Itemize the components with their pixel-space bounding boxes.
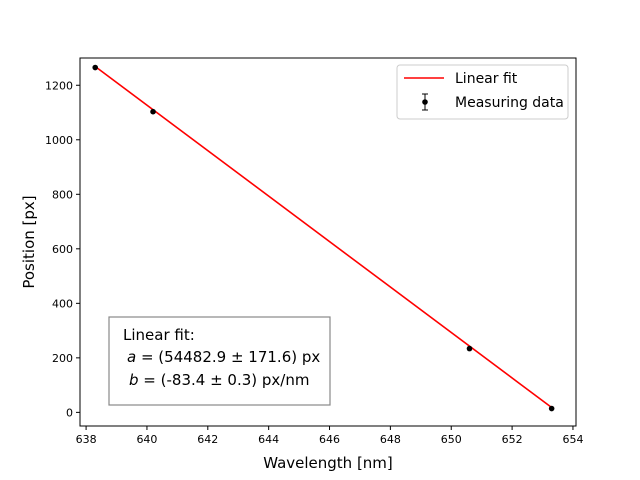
annotation-line-a: a = (54482.9 ± 171.6) px [127, 348, 320, 366]
fit-annotation: Linear fit: a = (54482.9 ± 171.6) px b =… [108, 316, 331, 406]
axes-frame [79, 57, 577, 427]
annotation-value-b: = (-83.4 ± 0.3) px/nm [139, 371, 310, 389]
annotation-value-a: = (54482.9 ± 171.6) px [136, 348, 320, 366]
x-axis-label: Wavelength [nm] [263, 454, 393, 472]
legend-label-linear-fit: Linear fit [455, 71, 518, 87]
y-tick-label: 200 [52, 352, 73, 365]
x-tick-label: 654 [562, 433, 583, 446]
y-tick-label: 1000 [45, 134, 73, 147]
legend-marker-swatch [422, 99, 428, 105]
x-axis: 638 640 642 644 646 648 650 652 654 [76, 426, 583, 446]
x-tick-label: 652 [502, 433, 523, 446]
data-point [466, 345, 473, 352]
x-tick-label: 648 [380, 433, 401, 446]
x-tick-label: 650 [441, 433, 462, 446]
x-tick-label: 638 [76, 433, 97, 446]
y-tick-label: 400 [52, 297, 73, 310]
annotation-line-b: b = (-83.4 ± 0.3) px/nm [129, 371, 309, 389]
data-point [548, 405, 555, 412]
y-tick-label: 600 [52, 243, 73, 256]
x-tick-label: 644 [258, 433, 279, 446]
y-tick-label: 1200 [45, 79, 73, 92]
y-axis-label: Position [px] [20, 195, 38, 288]
x-tick-label: 646 [319, 433, 340, 446]
annotation-title: Linear fit: [123, 326, 195, 344]
data-point [92, 64, 99, 71]
linear-fit-line [94, 65, 553, 409]
x-tick-label: 642 [197, 433, 218, 446]
y-tick-label: 0 [66, 406, 73, 419]
data-point [150, 108, 156, 115]
annotation-var-a: a [127, 348, 136, 366]
annotation-box [108, 316, 331, 406]
y-tick-label: 800 [52, 188, 73, 201]
x-tick-label: 640 [136, 433, 157, 446]
y-axis: 0 200 400 600 800 1000 1200 [45, 79, 80, 419]
legend-label-measuring-data: Measuring data [455, 95, 564, 111]
chart-marks [92, 64, 555, 412]
legend: Linear fit Measuring data [396, 64, 569, 120]
annotation-var-b: b [129, 371, 139, 389]
